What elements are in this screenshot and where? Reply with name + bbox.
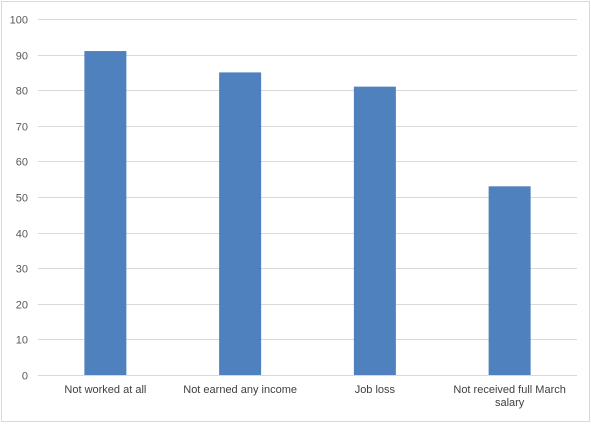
gridlines: [38, 19, 577, 376]
x-category-label-line: Not received full March: [453, 384, 566, 396]
bar: [219, 72, 262, 376]
x-category-label: Not earned any income: [183, 384, 297, 396]
y-tick-label: 100: [10, 15, 28, 27]
x-category-label: Not worked at all: [64, 384, 146, 396]
bar: [353, 86, 396, 375]
x-category-label-line: Job loss: [355, 384, 396, 396]
x-axis: Not worked at all Not earned any income Jo…: [64, 384, 565, 409]
bar: [488, 186, 531, 375]
y-tick-label: 50: [16, 193, 28, 205]
y-tick-label: 0: [22, 371, 28, 383]
y-tick-label: 20: [16, 300, 28, 312]
x-category-label-line: Not worked at all: [64, 384, 146, 396]
y-tick-label: 80: [16, 86, 28, 98]
x-category-label-line: salary: [495, 397, 525, 409]
y-axis: 0 10 20 30 40 50 60 70 80 90 100: [10, 15, 28, 383]
bars: [84, 51, 531, 376]
y-tick-label: 40: [16, 229, 28, 241]
x-category-label: Not received full March salary: [453, 384, 566, 409]
y-tick-label: 70: [16, 122, 28, 134]
y-tick-label: 60: [16, 157, 28, 169]
y-tick-label: 30: [16, 264, 28, 276]
y-tick-label: 90: [16, 51, 28, 63]
x-category-label-line: Not earned any income: [183, 384, 297, 396]
bar: [84, 51, 127, 375]
y-tick-label: 10: [16, 335, 28, 347]
x-category-label: Job loss: [355, 384, 396, 396]
